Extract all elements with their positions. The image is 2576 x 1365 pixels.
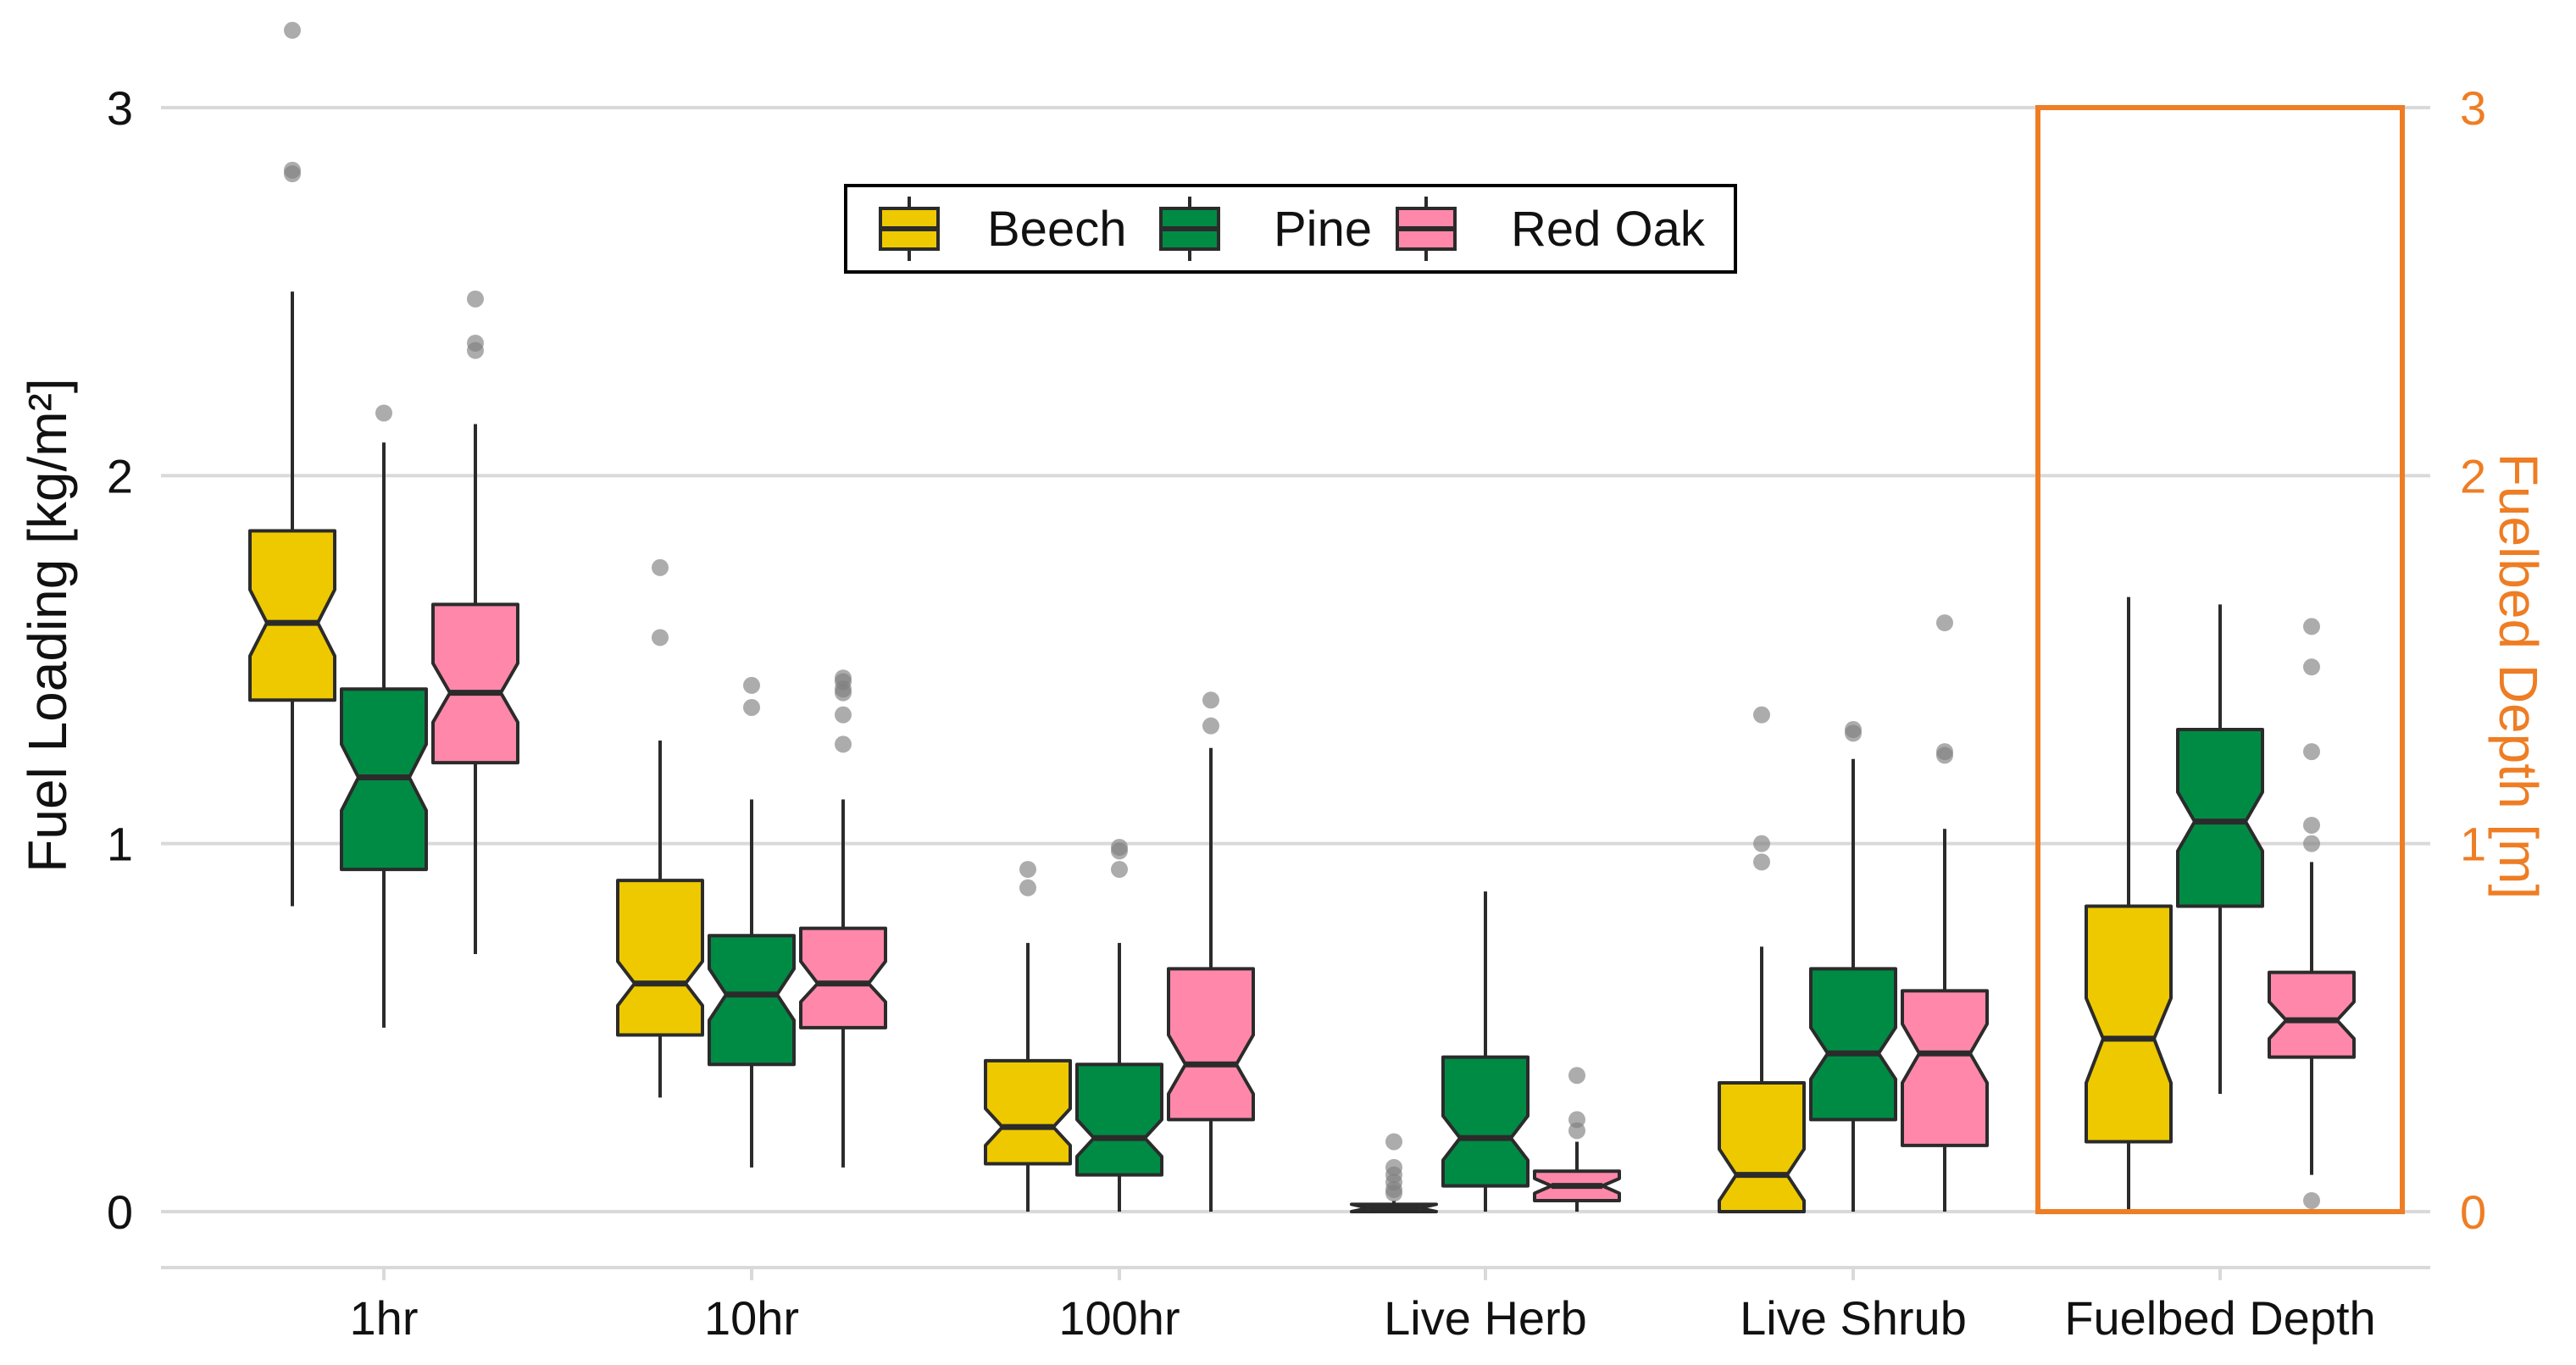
outlier-point	[743, 676, 760, 694]
box-red-oak-100hr	[1167, 691, 1255, 1212]
boxplot-series	[248, 21, 2356, 1213]
legend-item-pine: Pine	[1159, 197, 1372, 261]
box-red-oak-10hr	[799, 669, 887, 1168]
box-body	[1167, 967, 1255, 1122]
legend-item-red-oak: Red Oak	[1396, 197, 1706, 261]
y-tick-right-3: 3	[2460, 81, 2486, 135]
x-tick-label-100hr: 100hr	[1058, 1291, 1180, 1345]
y-axis-left-title: Fuel Loading [kg/m²]	[17, 378, 78, 872]
box-body	[2085, 904, 2173, 1144]
y-tick-right-1: 1	[2460, 818, 2486, 871]
legend-frame	[844, 184, 1737, 274]
box-red-oak-live-herb	[1533, 1067, 1621, 1212]
box-body	[1809, 967, 1897, 1122]
box-body	[1441, 1055, 1530, 1188]
box-beech-fuelbed-depth	[2085, 596, 2173, 1212]
x-tick-label-fuelbed-depth: Fuelbed Depth	[2064, 1291, 2375, 1345]
box-red-oak-fuelbed-depth	[2268, 618, 2356, 1209]
outlier-point	[743, 698, 760, 716]
box-pine-live-shrub	[1809, 721, 1897, 1212]
box-beech-live-herb	[1350, 1133, 1438, 1213]
x-tick-label-10hr: 10hr	[704, 1291, 799, 1345]
box-pine-live-herb	[1441, 891, 1530, 1212]
outlier-point	[2303, 743, 2320, 761]
box-body	[2176, 728, 2264, 908]
outlier-point	[835, 735, 852, 753]
y-tick-left-3: 3	[107, 81, 133, 135]
outlier-point	[1568, 1067, 1585, 1085]
y-axis-right-ticks: 0 1 2 3	[2460, 81, 2486, 1239]
outlier-point	[1202, 717, 1219, 735]
box-red-oak-1hr	[431, 290, 519, 954]
box-body	[1075, 1063, 1163, 1177]
box-pine-1hr	[340, 404, 428, 1028]
outlier-point	[1936, 614, 1953, 632]
legend-label-pine: Pine	[1274, 202, 1372, 257]
box-beech-100hr	[984, 861, 1072, 1212]
outlier-point	[375, 404, 392, 422]
outlier-point	[1019, 861, 1036, 879]
outlier-point	[284, 21, 301, 39]
outlier-point	[1019, 879, 1036, 896]
outlier-point	[835, 706, 852, 724]
box-beech-live-shrub	[1718, 706, 1806, 1213]
box-body	[984, 1058, 1072, 1166]
y-tick-right-0: 0	[2460, 1185, 2486, 1239]
outlier-point	[1936, 743, 1953, 761]
box-pine-10hr	[708, 676, 796, 1168]
box-pine-100hr	[1075, 839, 1163, 1212]
outlier-point	[1111, 861, 1128, 879]
outlier-point	[652, 558, 669, 576]
fuelbed-depth-highlight-box	[2035, 105, 2405, 1214]
box-body	[708, 934, 796, 1067]
outlier-point	[1111, 839, 1128, 857]
x-axis-ticks: 1hr 10hr 100hr Live Herb Live Shrub Fuelbed D…	[350, 1268, 2376, 1345]
outlier-point	[2303, 835, 2320, 852]
outlier-point	[1753, 835, 1770, 852]
outlier-point	[467, 290, 484, 308]
outlier-point	[1845, 721, 1862, 739]
box-red-oak-live-shrub	[1901, 614, 1989, 1212]
y-tick-left-2: 2	[107, 449, 133, 502]
x-tick-label-live-shrub: Live Shrub	[1740, 1291, 1967, 1345]
legend: Beech Pine Red Oak	[844, 184, 1737, 274]
box-body	[2268, 970, 2356, 1059]
outlier-point	[2303, 816, 2320, 834]
outlier-point	[835, 669, 852, 687]
y-tick-right-2: 2	[2460, 449, 2486, 502]
outlier-point	[1385, 1158, 1402, 1176]
legend-label-red-oak: Red Oak	[1511, 202, 1706, 257]
legend-item-beech: Beech	[879, 197, 1126, 261]
outlier-point	[1385, 1133, 1402, 1151]
box-body	[1718, 1080, 1806, 1213]
outlier-point	[1202, 691, 1219, 709]
x-tick-label-live-herb: Live Herb	[1384, 1291, 1587, 1345]
y-axis-right-title: Fuelbed Depth [m]	[2488, 453, 2549, 900]
box-body	[248, 529, 336, 702]
outlier-point	[2303, 1191, 2320, 1209]
outlier-point	[284, 161, 301, 179]
legend-label-beech: Beech	[987, 202, 1126, 257]
box-beech-10hr	[616, 558, 704, 1098]
y-tick-left-1: 1	[107, 818, 133, 871]
outlier-point	[1753, 706, 1770, 724]
outlier-point	[467, 334, 484, 352]
outlier-point	[2303, 658, 2320, 676]
y-tick-left-0: 0	[107, 1185, 133, 1239]
box-body	[799, 926, 887, 1029]
box-body	[431, 602, 519, 765]
box-pine-fuelbed-depth	[2176, 604, 2264, 1095]
outlier-point	[652, 629, 669, 646]
outlier-point	[1753, 853, 1770, 871]
y-axis-left-ticks: 0 1 2 3	[107, 81, 133, 1239]
box-body	[616, 879, 704, 1037]
x-tick-label-1hr: 1hr	[350, 1291, 419, 1345]
outlier-point	[2303, 618, 2320, 635]
box-body	[1901, 989, 1989, 1147]
outlier-point	[1568, 1111, 1585, 1129]
box-beech-1hr	[248, 21, 336, 907]
